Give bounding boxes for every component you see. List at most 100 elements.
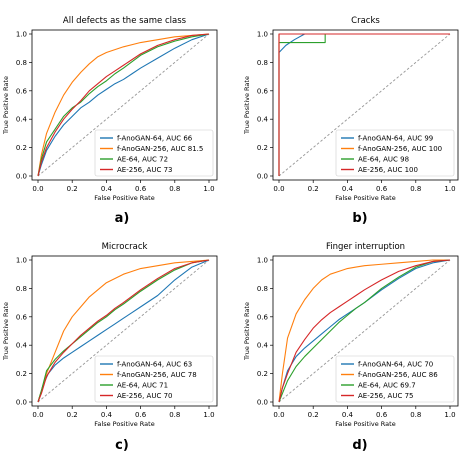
- legend: f-AnoGAN-64, AUC 66 f-AnoGAN-256, AUC 81.…: [94, 129, 214, 177]
- x-tick-label: 0.0: [32, 411, 43, 419]
- legend-entry: AE-256, AUC 75: [358, 392, 413, 400]
- x-tick-label: 0.4: [101, 185, 113, 193]
- x-tick-label: 0.6: [135, 185, 147, 193]
- x-tick-label: 0.4: [101, 411, 113, 419]
- y-tick-label: 0.6: [257, 313, 269, 321]
- chance-diagonal: [278, 33, 451, 177]
- x-tick-label: 0.8: [410, 411, 421, 419]
- legend-entry: f-AnoGAN-256, AUC 86: [358, 371, 438, 379]
- roc-curve-3: [278, 259, 451, 403]
- roc-panel-2: Cracks 0.0 0.2 0.4 0.6 0.8 1.0 0.0 0.2 0.4 0.6 0.8 1…: [243, 16, 459, 226]
- chart-title: Microcrack: [102, 242, 148, 252]
- roc-panel-3: Microcrack 0.0 0.2 0.4 0.6 0.8 1.0 0.0 0.2 0.4 0.6…: [2, 242, 218, 453]
- y-axis-label: True Positive Rate: [243, 76, 251, 135]
- chance-diagonal: [278, 259, 451, 403]
- roc-curve-1: [278, 259, 451, 403]
- x-tick-label: 0.2: [308, 411, 319, 419]
- x-axis-label: False Positive Rate: [335, 194, 395, 202]
- roc-curve-4: [37, 33, 210, 177]
- y-tick-label: 0.2: [257, 370, 268, 378]
- roc-curve-4: [278, 259, 451, 403]
- roc-curve-2: [278, 259, 450, 403]
- x-tick-label: 0.0: [273, 185, 284, 193]
- legend-box: [335, 355, 455, 403]
- legend-box: [94, 129, 214, 177]
- x-tick-label: 0.2: [67, 185, 78, 193]
- y-tick-label: 1.0: [16, 31, 27, 39]
- panel-letter: c): [115, 438, 129, 453]
- chance-diagonal: [37, 259, 210, 403]
- y-tick-label: 0.0: [16, 173, 27, 181]
- panel-letter: d): [352, 438, 367, 453]
- y-axis-label: True Positive Rate: [2, 302, 10, 361]
- roc-curve-1: [37, 33, 210, 177]
- legend: f-AnoGAN-64, AUC 70 f-AnoGAN-256, AUC 86 A…: [335, 355, 455, 403]
- x-tick-label: 0.2: [67, 411, 78, 419]
- y-tick-label: 0.6: [16, 87, 28, 95]
- y-tick-label: 0.0: [16, 399, 27, 407]
- y-axis-label: True Positive Rate: [2, 76, 10, 135]
- roc-curve-2: [37, 259, 210, 403]
- panel-letter: b): [352, 211, 367, 226]
- x-tick-label: 0.6: [135, 411, 147, 419]
- y-tick-label: 0.4: [16, 342, 28, 350]
- roc-curve-1: [37, 259, 210, 403]
- legend-entry: AE-256, AUC 73: [117, 166, 172, 174]
- panel-letter: a): [115, 211, 130, 226]
- y-tick-label: 0.6: [16, 313, 28, 321]
- x-axis-label: False Positive Rate: [335, 420, 395, 428]
- legend-entry: f-AnoGAN-64, AUC 99: [358, 135, 433, 143]
- x-tick-label: 0.8: [169, 411, 180, 419]
- roc-curve-4: [37, 259, 210, 403]
- legend-entry: AE-256, AUC 100: [358, 166, 418, 174]
- roc-panel-1: All defects as the same class 0.0 0.2 0.4 0.…: [2, 16, 218, 226]
- legend: f-AnoGAN-64, AUC 99 f-AnoGAN-256, AUC 100…: [335, 129, 455, 177]
- roc-curve-3: [37, 33, 210, 177]
- x-tick-label: 1.0: [203, 185, 214, 193]
- legend-entry: f-AnoGAN-256, AUC 81.5: [117, 145, 203, 153]
- y-tick-label: 0.4: [16, 116, 28, 124]
- y-tick-label: 0.2: [16, 144, 27, 152]
- legend-entry: f-AnoGAN-64, AUC 63: [117, 361, 192, 369]
- legend-entry: AE-64, AUC 71: [117, 382, 168, 390]
- legend-entry: f-AnoGAN-64, AUC 70: [358, 361, 433, 369]
- x-tick-label: 1.0: [444, 185, 455, 193]
- chance-diagonal: [37, 33, 210, 177]
- y-tick-label: 0.0: [257, 173, 268, 181]
- legend-entry: AE-64, AUC 98: [358, 156, 409, 164]
- chart-title: Cracks: [351, 16, 380, 26]
- plot-frame: [272, 29, 459, 181]
- legend-entry: f-AnoGAN-64, AUC 66: [117, 135, 193, 143]
- legend-box: [335, 129, 455, 177]
- x-tick-label: 0.8: [410, 185, 421, 193]
- y-tick-label: 0.4: [257, 116, 269, 124]
- x-tick-label: 0.6: [376, 185, 388, 193]
- plot-frame: [272, 255, 459, 407]
- legend: f-AnoGAN-64, AUC 63 f-AnoGAN-256, AUC 78 A…: [94, 355, 214, 403]
- legend-entry: f-AnoGAN-256, AUC 100: [358, 145, 442, 153]
- plot-frame: [31, 29, 218, 181]
- y-tick-label: 0.6: [257, 87, 269, 95]
- legend-entry: AE-256, AUC 70: [117, 392, 172, 400]
- roc-panel-4: Finger interruption 0.0 0.2 0.4 0.6 0.8 1.0 0.0…: [243, 242, 459, 453]
- x-tick-label: 0.4: [342, 185, 354, 193]
- roc-curve-2: [37, 33, 210, 177]
- x-tick-label: 0.6: [376, 411, 388, 419]
- chart-title: Finger interruption: [326, 242, 405, 252]
- y-tick-label: 1.0: [257, 31, 268, 39]
- y-tick-label: 0.8: [16, 59, 27, 67]
- y-tick-label: 1.0: [16, 257, 27, 265]
- x-axis-label: False Positive Rate: [94, 194, 154, 202]
- legend-entry: AE-64, AUC 72: [117, 156, 168, 164]
- y-tick-label: 0.8: [257, 59, 268, 67]
- x-tick-label: 0.4: [342, 411, 354, 419]
- y-tick-label: 0.0: [257, 399, 268, 407]
- y-tick-label: 0.8: [16, 285, 27, 293]
- legend-entry: AE-64, AUC 69.7: [358, 382, 416, 390]
- x-tick-label: 0.8: [169, 185, 180, 193]
- x-tick-label: 0.0: [273, 411, 284, 419]
- y-tick-label: 0.4: [257, 342, 269, 350]
- legend-box: [94, 355, 214, 403]
- y-tick-label: 1.0: [257, 257, 268, 265]
